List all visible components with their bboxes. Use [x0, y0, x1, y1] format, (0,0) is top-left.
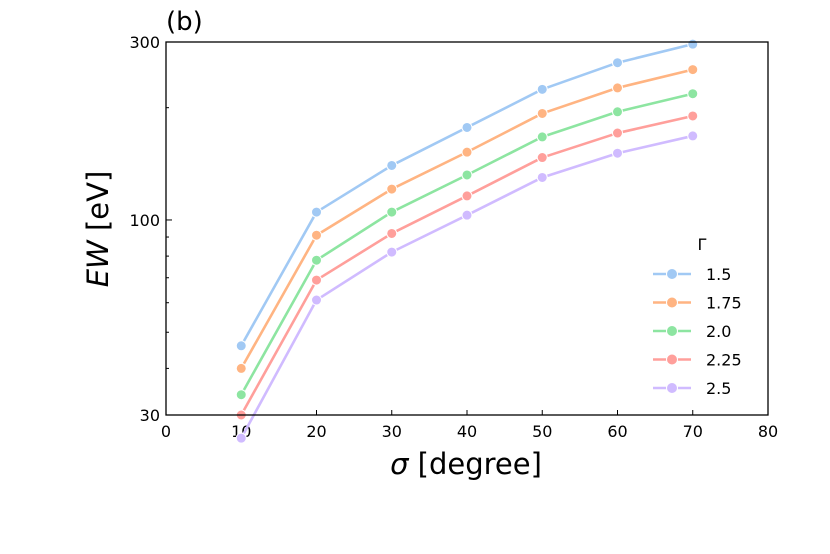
- y-tick-label: 300: [129, 33, 160, 52]
- series-line-2.5: [240, 134, 694, 439]
- y-tick-label: 100: [129, 211, 160, 230]
- data-point: [235, 432, 247, 444]
- x-tick-label: 0: [161, 422, 171, 441]
- data-point: [536, 107, 548, 119]
- legend: Γ 1.5 1.75 2.0 2.25 2.5: [653, 235, 742, 398]
- data-point: [311, 229, 322, 241]
- data-point: [235, 389, 247, 401]
- legend-label: 1.75: [706, 294, 742, 313]
- legend-label: 2.25: [706, 351, 742, 370]
- data-point: [386, 227, 398, 239]
- y-axis-label: EW [eV]: [81, 171, 115, 288]
- legend-marker: [666, 353, 678, 366]
- x-axis-label: σ [degree]: [390, 447, 542, 481]
- panel-label: (b): [166, 7, 203, 37]
- data-point: [687, 64, 699, 76]
- legend-marker: [666, 325, 678, 337]
- legend-marker: [666, 296, 678, 309]
- legend-label: 2.5: [706, 379, 731, 398]
- data-point: [461, 209, 473, 221]
- data-point: [386, 183, 398, 195]
- x-tick-label: 50: [532, 422, 552, 441]
- data-point: [612, 106, 623, 118]
- x-tick-label: 40: [457, 422, 477, 441]
- legend-label: 1.5: [706, 265, 731, 284]
- data-point: [235, 340, 247, 352]
- series-line-2.25: [240, 114, 694, 416]
- legend-marker: [666, 382, 678, 394]
- data-point: [536, 83, 548, 95]
- data-point: [687, 88, 699, 100]
- data-point: [687, 38, 699, 50]
- x-tick-label: 20: [306, 422, 326, 441]
- series-lines: [240, 42, 694, 439]
- x-tick-label: 80: [758, 422, 778, 441]
- data-point: [687, 130, 699, 142]
- data-point: [536, 131, 548, 143]
- x-tick-label: 60: [607, 422, 627, 441]
- legend-marker: [666, 268, 678, 280]
- data-point: [461, 169, 473, 181]
- data-point: [612, 147, 623, 159]
- x-tick-label: 70: [683, 422, 703, 441]
- plot-frame: [165, 41, 769, 416]
- data-point: [687, 110, 699, 122]
- legend-title: Γ: [698, 235, 707, 254]
- series-line-2.0: [240, 92, 694, 396]
- data-point: [311, 254, 322, 266]
- data-point: [311, 274, 322, 286]
- data-point: [612, 82, 623, 94]
- data-point: [386, 159, 398, 171]
- data-point: [612, 57, 623, 69]
- data-point: [235, 362, 247, 374]
- data-point: [461, 190, 473, 202]
- data-point: [461, 121, 473, 133]
- series-points: [235, 38, 699, 444]
- legend-label: 2.0: [706, 322, 731, 341]
- data-point: [311, 206, 322, 218]
- data-point: [386, 206, 398, 218]
- data-point: [536, 152, 548, 164]
- x-tick-label: 30: [382, 422, 402, 441]
- y-tick-label: 30: [140, 406, 160, 425]
- data-point: [536, 171, 548, 183]
- data-point: [612, 127, 623, 139]
- data-point: [386, 246, 398, 258]
- data-point: [461, 146, 473, 158]
- data-point: [311, 294, 322, 306]
